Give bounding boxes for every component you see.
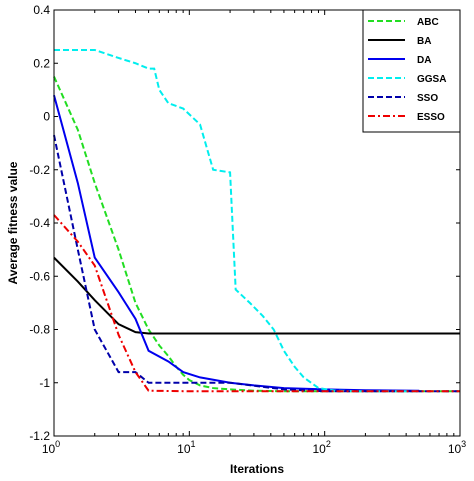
y-tick-label: 0 [43, 110, 50, 124]
series-line-abc [53, 76, 460, 393]
x-tick-label-base: 10 [177, 442, 191, 456]
series-line-ba [53, 256, 460, 335]
x-axis-title: Iterations [230, 462, 284, 476]
legend: ABC BA DA GGSA SSO ESSO [362, 9, 461, 133]
x-tick-label-exponent: 0 [55, 439, 60, 449]
series-line-sso [53, 134, 460, 393]
x-tick-label: 103 [448, 439, 466, 456]
x-tick-label: 100 [42, 439, 60, 456]
x-tick-label: 102 [312, 439, 330, 456]
y-tick-label: 0.2 [33, 56, 50, 70]
series-layer [53, 48, 460, 393]
legend-label-abc: ABC [417, 17, 439, 28]
y-tick-label: 0.4 [33, 3, 50, 17]
x-tick-label: 101 [177, 439, 195, 456]
x-tick-label-base: 10 [42, 442, 56, 456]
legend-label-ggsa: GGSA [417, 74, 446, 85]
legend-label-sso: SSO [417, 93, 438, 104]
x-tick-label-exponent: 3 [461, 439, 466, 449]
y-tick-label: -1 [39, 376, 50, 390]
legend-label-ba: BA [417, 36, 431, 47]
x-tick-label-base: 10 [312, 442, 326, 456]
legend-label-esso: ESSO [417, 112, 445, 123]
series-line-esso [53, 214, 460, 393]
x-tick-label-exponent: 2 [326, 439, 331, 449]
y-tick-label: -1.2 [29, 429, 50, 443]
series-line-ggsa [54, 48, 420, 393]
x-tick-label-base: 10 [448, 442, 462, 456]
series-line-da [53, 94, 420, 392]
y-axis-title: Average fitness value [6, 161, 20, 284]
x-tick-label-exponent: 1 [191, 439, 196, 449]
y-tick-label: -0.6 [29, 269, 50, 283]
legend-label-da: DA [417, 55, 431, 66]
y-tick-label: -0.4 [29, 216, 50, 230]
legend-box [362, 9, 461, 133]
y-tick-label: -0.8 [29, 323, 50, 337]
y-tick-label: -0.2 [29, 163, 50, 177]
